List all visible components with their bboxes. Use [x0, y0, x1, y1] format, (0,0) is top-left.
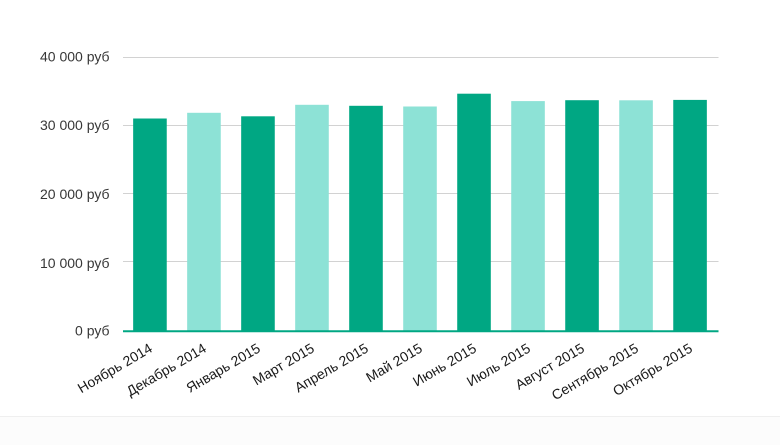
svg-text:20 000 руб: 20 000 руб: [40, 186, 110, 202]
svg-text:30 000 руб: 30 000 руб: [40, 117, 110, 133]
svg-text:0 руб: 0 руб: [75, 323, 109, 339]
svg-text:10 000 руб: 10 000 руб: [40, 255, 110, 271]
svg-text:40 000 руб: 40 000 руб: [40, 49, 110, 65]
